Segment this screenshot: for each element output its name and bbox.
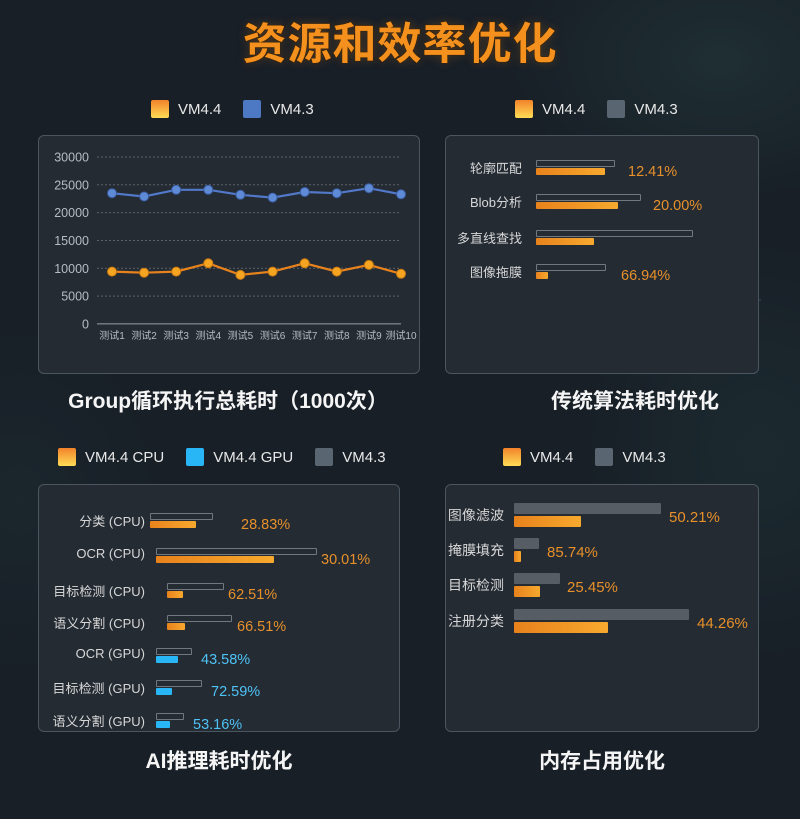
svg-text:测试3: 测试3 — [163, 329, 189, 342]
svg-text:测试6: 测试6 — [260, 329, 286, 342]
svg-text:测试5: 测试5 — [228, 329, 254, 342]
svg-text:测试1: 测试1 — [99, 329, 125, 342]
svg-text:测试9: 测试9 — [356, 329, 382, 342]
svg-text:5000: 5000 — [61, 290, 89, 304]
svg-text:测试8: 测试8 — [324, 329, 350, 342]
svg-text:30000: 30000 — [54, 151, 89, 165]
svg-text:15000: 15000 — [54, 234, 89, 248]
svg-text:20000: 20000 — [54, 206, 89, 220]
svg-text:测试10: 测试10 — [385, 329, 417, 342]
svg-text:测试4: 测试4 — [196, 329, 222, 342]
svg-text:测试2: 测试2 — [131, 329, 157, 342]
svg-text:10000: 10000 — [54, 262, 89, 276]
svg-text:测试7: 测试7 — [292, 329, 318, 342]
svg-text:0: 0 — [82, 317, 89, 331]
svg-text:25000: 25000 — [54, 178, 89, 192]
